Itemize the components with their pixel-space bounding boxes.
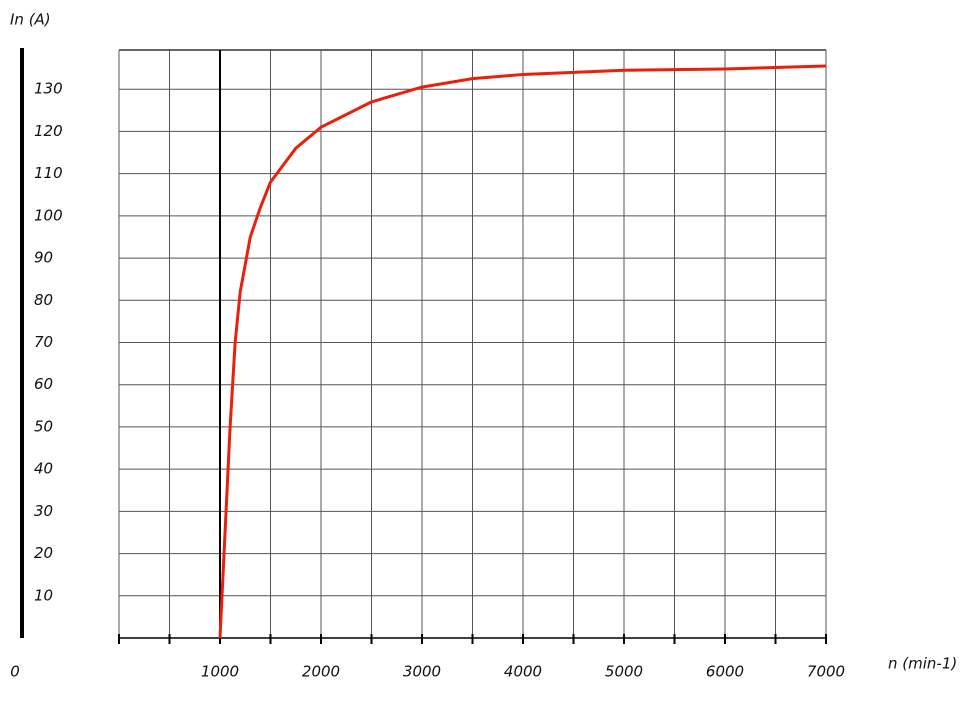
x-tick-label: 6000 <box>706 663 744 681</box>
x-tick-label: 7000 <box>807 663 845 681</box>
y-axis-label: In (A) <box>10 11 51 29</box>
x-tick-label: 5000 <box>605 663 643 681</box>
y-tick-label: 40 <box>34 460 53 478</box>
y-tick-label: 110 <box>34 164 63 182</box>
y-tick-label: 30 <box>34 502 53 520</box>
x-tick-label: 1000 <box>201 663 239 681</box>
x-tick-label: 4000 <box>504 663 542 681</box>
x-tick-label: 3000 <box>403 663 441 681</box>
data-line <box>218 64 827 639</box>
x-tick-label: 2000 <box>302 663 340 681</box>
y-tick-label: 20 <box>34 544 53 562</box>
y-tick-label: 60 <box>34 375 53 393</box>
x-tick-label: 0 <box>10 663 20 681</box>
y-tick-label: 90 <box>34 249 53 267</box>
y-tick-label: 120 <box>34 122 63 140</box>
y-tick-label: 80 <box>34 291 53 309</box>
y-tick-label: 50 <box>34 417 53 435</box>
y-tick-label: 100 <box>34 206 63 224</box>
y-tick-label: 70 <box>34 333 53 351</box>
x-axis-label: n (min-1) <box>888 655 957 673</box>
y-tick-label: 130 <box>34 80 63 98</box>
y-tick-label: 10 <box>34 586 53 604</box>
